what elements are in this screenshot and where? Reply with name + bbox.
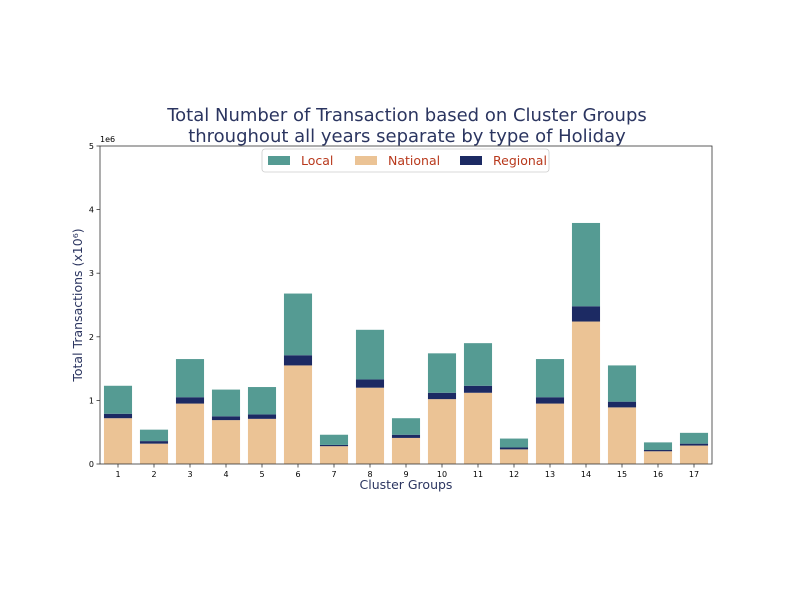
x-tick-label: 15 bbox=[617, 470, 627, 479]
x-tick-label: 11 bbox=[473, 470, 483, 479]
bar-national-15 bbox=[607, 407, 637, 464]
y-tick-label: 0 bbox=[89, 460, 94, 469]
bar-regional-4 bbox=[211, 416, 241, 421]
bar-regional-16 bbox=[643, 450, 673, 452]
bar-regional-5 bbox=[247, 414, 277, 419]
bar-national-10 bbox=[427, 399, 457, 464]
bar-local-5 bbox=[247, 387, 277, 415]
y-tick-label: 3 bbox=[89, 269, 94, 278]
y-offset-label: 1e6 bbox=[100, 135, 115, 144]
bar-local-17 bbox=[679, 432, 709, 444]
bar-regional-2 bbox=[139, 441, 169, 444]
x-tick-label: 8 bbox=[367, 470, 372, 479]
bar-regional-13 bbox=[535, 397, 565, 404]
bar-local-11 bbox=[463, 343, 493, 386]
legend-label-regional: Regional bbox=[493, 153, 547, 168]
bar-national-17 bbox=[679, 445, 709, 464]
bar-regional-8 bbox=[355, 379, 385, 388]
bar-local-12 bbox=[499, 438, 529, 448]
chart-title-line-1: Total Number of Transaction based on Clu… bbox=[166, 105, 647, 126]
legend-swatch-regional bbox=[460, 156, 482, 165]
bar-national-5 bbox=[247, 418, 277, 464]
bar-national-16 bbox=[643, 451, 673, 464]
x-axis-ticks: 1 2 3 4 5 6 7 8 9 10 11 12 13 14 15 16 17 bbox=[115, 464, 699, 479]
bar-local-10 bbox=[427, 353, 457, 393]
bar-local-9 bbox=[391, 418, 421, 435]
bar-national-3 bbox=[175, 403, 205, 464]
bar-regional-10 bbox=[427, 392, 457, 400]
bar-national-4 bbox=[211, 420, 241, 464]
bar-regional-9 bbox=[391, 434, 421, 438]
x-tick-label: 7 bbox=[331, 470, 336, 479]
bar-national-8 bbox=[355, 387, 385, 464]
bar-local-16 bbox=[643, 442, 673, 451]
bar-national-7 bbox=[319, 446, 349, 464]
x-tick-label: 9 bbox=[403, 470, 408, 479]
bar-regional-6 bbox=[283, 355, 313, 366]
x-tick-label: 17 bbox=[689, 470, 699, 479]
x-tick-label: 13 bbox=[545, 470, 555, 479]
bar-local-4 bbox=[211, 389, 241, 417]
x-tick-label: 12 bbox=[509, 470, 519, 479]
bar-national-12 bbox=[499, 449, 529, 464]
y-axis-label: Total Transactions (x10⁶) bbox=[70, 228, 85, 382]
bar-national-14 bbox=[571, 321, 601, 464]
y-axis-ticks: 0 1 2 3 4 5 bbox=[89, 142, 100, 469]
legend-label-local: Local bbox=[301, 153, 333, 168]
bar-local-14 bbox=[571, 222, 601, 307]
y-tick-label: 1 bbox=[89, 396, 94, 405]
bar-national-9 bbox=[391, 437, 421, 464]
legend-label-national: National bbox=[388, 153, 440, 168]
x-tick-label: 3 bbox=[187, 470, 192, 479]
bar-regional-17 bbox=[679, 443, 709, 446]
bar-regional-1 bbox=[103, 413, 133, 419]
bar-regional-3 bbox=[175, 397, 205, 404]
bar-national-13 bbox=[535, 403, 565, 464]
bar-local-13 bbox=[535, 359, 565, 398]
x-tick-label: 1 bbox=[115, 470, 120, 479]
x-tick-label: 6 bbox=[295, 470, 300, 479]
bar-national-11 bbox=[463, 392, 493, 464]
bar-regional-14 bbox=[571, 306, 601, 322]
bar-local-7 bbox=[319, 434, 349, 445]
bars-group bbox=[103, 222, 709, 464]
bar-local-15 bbox=[607, 365, 637, 402]
x-axis-label: Cluster Groups bbox=[360, 477, 453, 492]
bar-national-6 bbox=[283, 365, 313, 464]
y-tick-label: 5 bbox=[89, 142, 94, 151]
x-tick-label: 2 bbox=[151, 470, 156, 479]
bar-national-1 bbox=[103, 418, 133, 464]
legend-swatch-national bbox=[355, 156, 377, 165]
x-tick-label: 14 bbox=[581, 470, 591, 479]
y-tick-label: 4 bbox=[89, 206, 94, 215]
bar-national-2 bbox=[139, 443, 169, 464]
bar-regional-11 bbox=[463, 385, 493, 393]
x-tick-label: 4 bbox=[223, 470, 228, 479]
bar-regional-7 bbox=[319, 444, 349, 447]
chart-title-line-2: throughout all years separate by type of… bbox=[188, 126, 626, 147]
bar-local-1 bbox=[103, 385, 133, 414]
bar-local-6 bbox=[283, 293, 313, 356]
x-tick-label: 16 bbox=[653, 470, 663, 479]
bar-local-8 bbox=[355, 329, 385, 380]
legend-swatch-local bbox=[268, 156, 290, 165]
x-tick-label: 5 bbox=[259, 470, 264, 479]
legend: Local National Regional bbox=[261, 148, 550, 173]
y-tick-label: 2 bbox=[89, 333, 94, 342]
bar-regional-12 bbox=[499, 447, 529, 450]
x-tick-label: 10 bbox=[437, 470, 447, 479]
legend-frame bbox=[261, 148, 550, 173]
plot-area-frame bbox=[99, 145, 713, 465]
bar-local-3 bbox=[175, 359, 205, 398]
bar-local-2 bbox=[139, 429, 169, 442]
bar-regional-15 bbox=[607, 401, 637, 408]
